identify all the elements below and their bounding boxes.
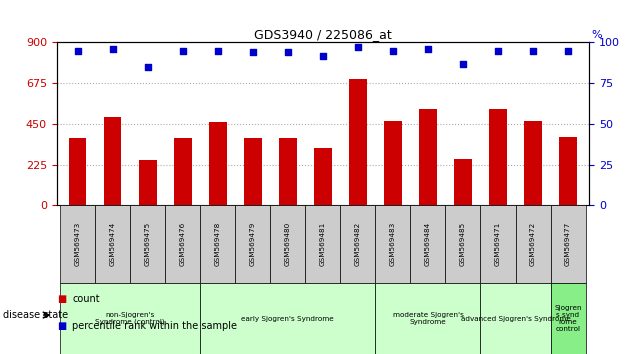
Text: GSM569485: GSM569485 [460,222,466,266]
Bar [60,205,95,283]
Bar [165,205,200,283]
Text: GSM569475: GSM569475 [145,222,151,266]
Text: ■: ■ [57,321,66,331]
Bar [200,283,375,354]
Text: GSM569477: GSM569477 [565,222,571,266]
Text: GSM569474: GSM569474 [110,222,116,266]
Bar [104,117,122,205]
Bar [236,205,270,283]
Bar [481,205,515,283]
Bar [60,283,200,354]
Text: GSM569473: GSM569473 [75,222,81,266]
Point [528,48,538,53]
Bar [524,121,542,205]
Bar [174,138,192,205]
Bar [481,283,551,354]
Bar [559,137,577,205]
Text: GSM569471: GSM569471 [495,222,501,266]
Bar [419,109,437,205]
Point [248,50,258,55]
Text: GSM569482: GSM569482 [355,222,361,266]
Text: Sjogren
s synd
rome
control: Sjogren s synd rome control [554,305,581,332]
Bar [69,138,86,205]
Bar [306,205,340,283]
Point [388,48,398,53]
Text: moderate Sjogren's
Syndrome: moderate Sjogren's Syndrome [392,312,464,325]
Bar [551,283,585,354]
Bar [375,205,410,283]
Bar [349,79,367,205]
Text: GSM569481: GSM569481 [320,222,326,266]
Bar [410,205,445,283]
Point [213,48,223,53]
Point [563,48,573,53]
Point [493,48,503,53]
Bar [209,122,227,205]
Title: GDS3940 / 225086_at: GDS3940 / 225086_at [254,28,392,41]
Bar [340,205,375,283]
Text: count: count [72,294,100,304]
Bar [279,138,297,205]
Text: early Sjogren's Syndrome: early Sjogren's Syndrome [241,316,335,321]
Bar [314,148,331,205]
Text: disease state: disease state [3,310,68,320]
Text: GSM569476: GSM569476 [180,222,186,266]
Bar [490,109,507,205]
Point [283,50,293,55]
Bar [515,205,551,283]
Point [353,45,363,50]
Bar [244,138,261,205]
Bar [384,121,402,205]
Text: non-Sjogren's
Syndrome (control): non-Sjogren's Syndrome (control) [95,312,165,325]
Text: GSM569478: GSM569478 [215,222,220,266]
Bar [270,205,306,283]
Bar [95,205,130,283]
Bar [130,205,165,283]
Text: advanced Sjogren's Syndrome: advanced Sjogren's Syndrome [461,316,570,321]
Text: GSM569479: GSM569479 [250,222,256,266]
Text: GSM569472: GSM569472 [530,222,536,266]
Point [423,46,433,52]
Text: ■: ■ [57,294,66,304]
Text: GSM569484: GSM569484 [425,222,431,266]
Bar [375,283,481,354]
Text: GSM569483: GSM569483 [390,222,396,266]
Bar [551,205,585,283]
Bar [139,160,156,205]
Point [143,64,153,70]
Point [318,53,328,58]
Point [72,48,83,53]
Bar [200,205,236,283]
Bar [454,159,472,205]
Point [108,46,118,52]
Bar [445,205,481,283]
Point [458,61,468,67]
Text: GSM569480: GSM569480 [285,222,291,266]
Text: percentile rank within the sample: percentile rank within the sample [72,321,238,331]
Text: %: % [592,30,602,40]
Point [178,48,188,53]
